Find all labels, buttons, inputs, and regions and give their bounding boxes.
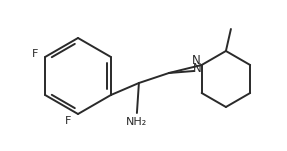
Text: NH₂: NH₂ xyxy=(126,117,148,127)
Text: F: F xyxy=(65,116,71,126)
Text: F: F xyxy=(32,49,38,59)
Text: N: N xyxy=(192,55,201,67)
Text: N: N xyxy=(193,61,201,74)
